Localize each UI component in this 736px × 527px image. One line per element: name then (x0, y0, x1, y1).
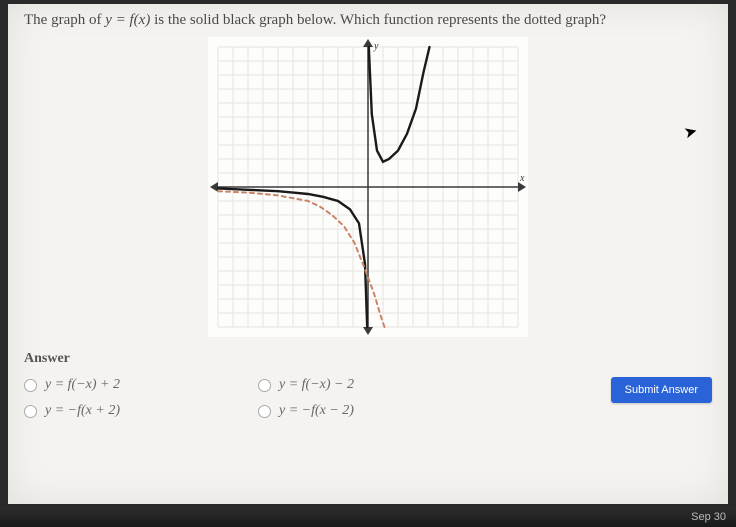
svg-text:x: x (519, 173, 525, 184)
answer-heading: Answer (24, 351, 712, 367)
choice-c[interactable]: y = f(−x) − 2 (258, 377, 354, 393)
question-equation: y = f(x) (105, 12, 150, 28)
question-suffix: is the solid black graph below. Which fu… (154, 12, 606, 28)
choice-a-label: y = f(−x) + 2 (45, 377, 120, 393)
radio-icon (258, 379, 271, 392)
question-text: The graph of y = f(x) is the solid black… (24, 12, 712, 29)
choice-a[interactable]: y = f(−x) + 2 (24, 377, 120, 393)
worksheet-page: The graph of y = f(x) is the solid black… (8, 4, 728, 504)
question-prefix: The graph of (24, 12, 105, 28)
taskbar[interactable]: Sep 30 (0, 507, 736, 527)
radio-icon (24, 379, 37, 392)
svg-text:y: y (373, 41, 379, 52)
choice-d-label: y = −f(x − 2) (279, 403, 354, 419)
choice-d[interactable]: y = −f(x − 2) (258, 403, 354, 419)
choices-col-left: y = f(−x) + 2 y = −f(x + 2) (24, 377, 120, 419)
taskbar-date: Sep 30 (691, 511, 726, 523)
graph-plot: xy (208, 37, 528, 337)
choice-b[interactable]: y = −f(x + 2) (24, 403, 120, 419)
choices-col-right: y = f(−x) − 2 y = −f(x − 2) (258, 377, 354, 419)
radio-icon (258, 405, 271, 418)
radio-icon (24, 405, 37, 418)
choice-b-label: y = −f(x + 2) (45, 403, 120, 419)
graph-container: xy (24, 37, 712, 337)
choices-row: y = f(−x) + 2 y = −f(x + 2) y = f(−x) − … (24, 377, 712, 419)
choice-c-label: y = f(−x) − 2 (279, 377, 354, 393)
submit-button[interactable]: Submit Answer (611, 377, 712, 403)
